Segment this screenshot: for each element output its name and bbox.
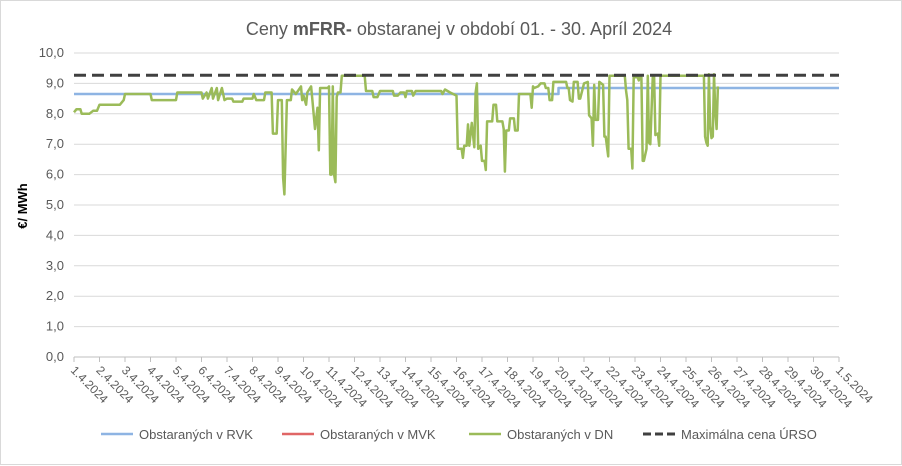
y-tick-label: 9,0 — [46, 75, 64, 90]
legend-label-1: Obstaraných v MVK — [320, 427, 436, 442]
series-line-2 — [73, 73, 720, 196]
x-axis-ticks: 1.4.20242.4.20243.4.20244.4.20245.4.2024… — [68, 357, 876, 411]
legend: Obstaraných v RVK Obstaraných v MVK Obstar… — [101, 427, 817, 442]
y-axis-label: €/ MWh — [15, 183, 30, 229]
title-part-3: obstaranej v období 01. - 30. Apríl 2024 — [352, 19, 672, 39]
y-axis-ticks: 0,0 1,0 2,0 3,0 4,0 5,0 6,0 7,0 8,0 9,0 10,0 — [39, 45, 64, 364]
title-part-2: mFRR- — [293, 19, 352, 39]
series-lines — [73, 73, 839, 196]
y-tick-label: 6,0 — [46, 167, 64, 182]
y-tick-label: 7,0 — [46, 136, 64, 151]
y-tick-label: 2,0 — [46, 288, 64, 303]
chart-title: Ceny mFRR- obstaranej v období 01. - 30.… — [246, 19, 672, 39]
title-part-1: Ceny — [246, 19, 293, 39]
y-tick-label: 8,0 — [46, 106, 64, 121]
y-tick-label: 0,0 — [46, 349, 64, 364]
y-tick-label: 3,0 — [46, 258, 64, 273]
y-tick-label: 1,0 — [46, 319, 64, 334]
y-tick-label: 4,0 — [46, 227, 64, 242]
legend-label-3: Maximálna cena ÚRSO — [681, 427, 817, 442]
legend-label-2: Obstaraných v DN — [507, 427, 613, 442]
y-tick-label: 5,0 — [46, 197, 64, 212]
legend-label-0: Obstaraných v RVK — [139, 427, 253, 442]
y-tick-label: 10,0 — [39, 45, 64, 60]
